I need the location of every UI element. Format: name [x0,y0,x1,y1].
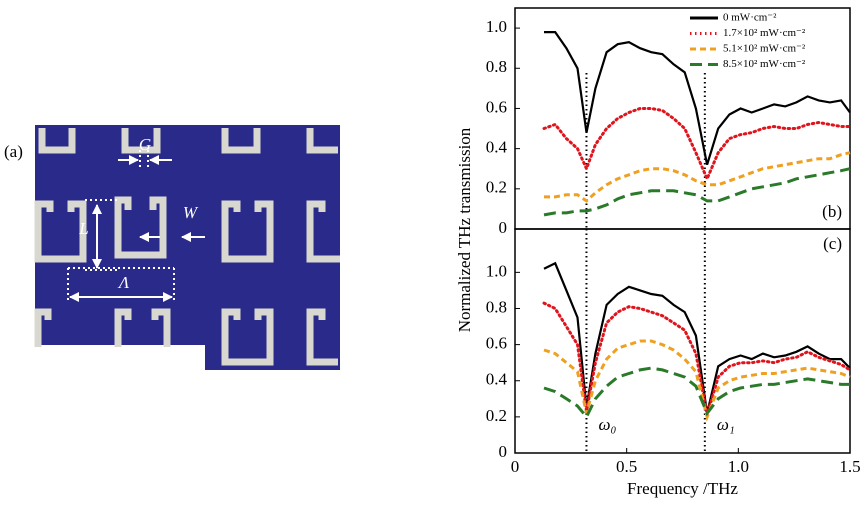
x-tick-label: 1.5 [839,457,860,476]
series-line [544,169,850,215]
y-tick-label: 0.2 [486,178,507,197]
series-line [544,303,850,415]
y-tick-label: 1.0 [486,261,507,280]
x-tick-label: 1.0 [728,457,749,476]
y-tick-label: 0 [499,218,508,237]
legend-label: 8.5×10² mW·cm⁻² [723,58,806,70]
y-tick-label: 0.4 [486,370,508,389]
y-tick-label: 0 [499,442,508,461]
dim-label: W [183,203,199,222]
panel-label: (a) [4,142,23,161]
y-tick-label: 0.2 [486,406,507,425]
y-tick-label: 0.6 [486,97,507,116]
series-line [544,263,850,413]
y-tick-label: 0.8 [486,57,507,76]
dim-label: G [139,135,151,154]
x-tick-label: 0 [511,457,520,476]
annotation: ω₁ [717,415,735,434]
annotation: ω₀ [598,415,616,434]
micrograph: G W L Λ [35,125,340,370]
legend-label: 5.1×10² mW·cm⁻² [723,43,806,55]
panel-label: (b) [822,202,842,221]
y-tick-label: 0.6 [486,334,507,353]
panel-label: (c) [823,234,842,253]
y-tick-label: 0.8 [486,297,507,316]
dim-label: L [78,219,88,238]
dim-label: Λ [117,273,130,292]
y-tick-label: 1.0 [486,17,507,36]
figure: G W L Λ (a) 0 0.2 0.4 0.6 0.8 1.0 0 mW·cm⁻² 1.7… [0,0,867,506]
legend-label: 0 mW·cm⁻² [723,12,777,24]
y-tick-label: 0.4 [486,138,508,157]
legend-label: 1.7×10² mW·cm⁻² [723,27,806,39]
x-axis-label: Frequency /THz [627,479,738,498]
y-axis-label: Normalized THz transmission [455,127,474,332]
plot-frame [515,229,850,453]
page: {"chart_data": [ {"type": "line", "panel… [0,0,867,506]
x-tick-label: 0.5 [616,457,637,476]
